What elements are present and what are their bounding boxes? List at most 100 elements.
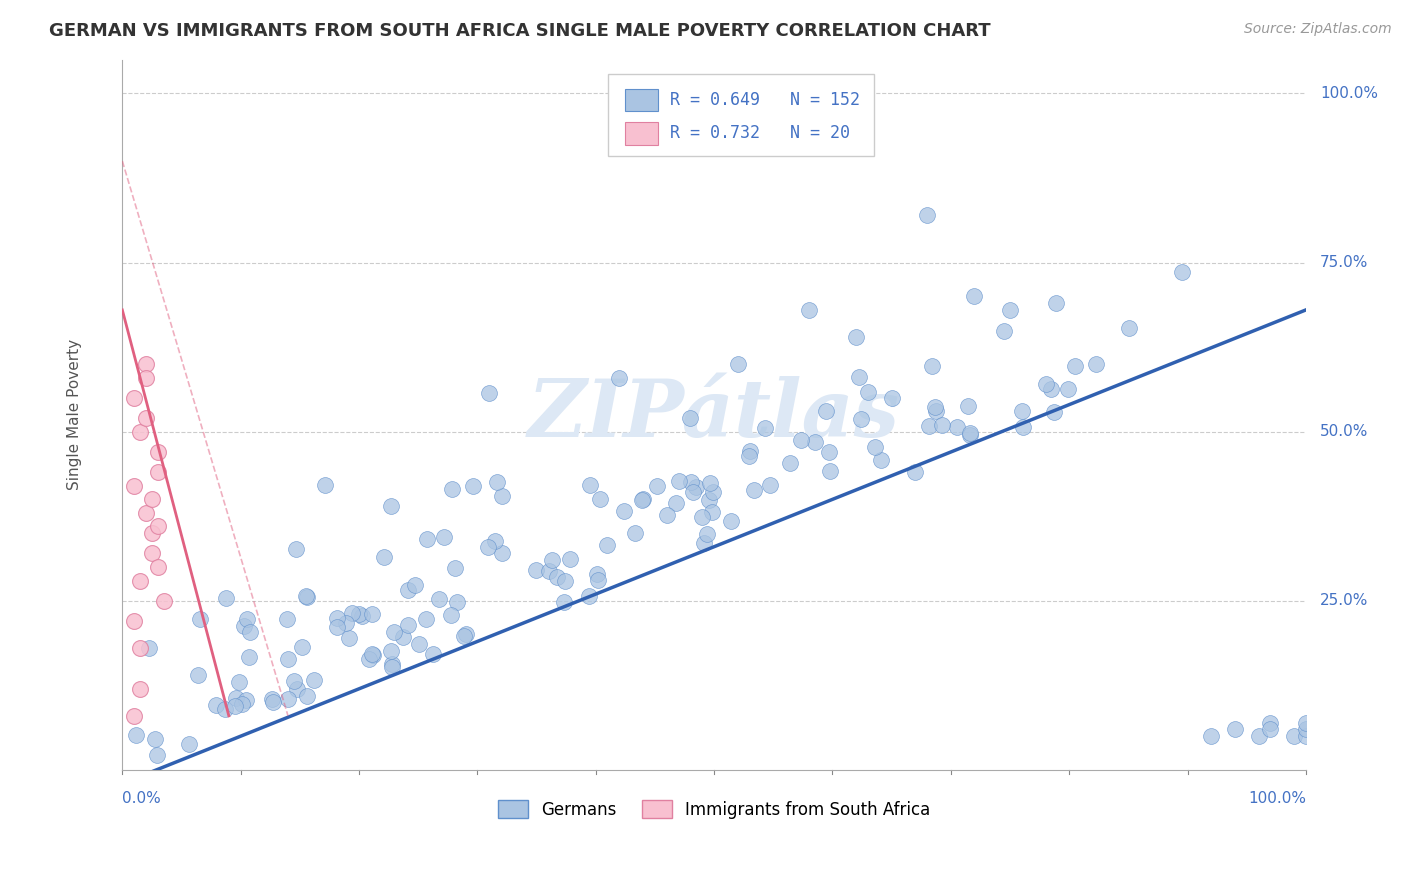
- Point: [665, 496, 688, 510]
- Point: [904, 465, 927, 479]
- Text: 50.0%: 50.0%: [1320, 425, 1368, 439]
- Point: [553, 594, 575, 608]
- Point: [915, 208, 938, 222]
- Point: [612, 503, 634, 517]
- Point: [702, 506, 724, 520]
- Point: [381, 657, 404, 671]
- Point: [478, 386, 501, 401]
- Point: [427, 591, 450, 606]
- Point: [963, 289, 986, 303]
- Point: [135, 506, 157, 520]
- Point: [396, 582, 419, 597]
- Point: [1282, 729, 1305, 743]
- Point: [998, 302, 1021, 317]
- Point: [1295, 715, 1317, 730]
- Point: [141, 492, 163, 507]
- Point: [624, 526, 647, 541]
- Point: [1260, 715, 1282, 730]
- Point: [291, 640, 314, 654]
- Point: [231, 697, 253, 711]
- Point: [228, 674, 250, 689]
- Point: [260, 692, 283, 706]
- Point: [433, 530, 456, 544]
- Point: [645, 479, 668, 493]
- Point: [720, 514, 742, 528]
- Point: [1011, 419, 1033, 434]
- Point: [262, 695, 284, 709]
- Point: [446, 595, 468, 609]
- Point: [804, 434, 827, 449]
- Point: [276, 612, 298, 626]
- Point: [360, 648, 382, 662]
- Point: [152, 594, 174, 608]
- Point: [214, 702, 236, 716]
- Point: [360, 607, 382, 621]
- Point: [129, 641, 152, 656]
- Point: [697, 492, 720, 507]
- Point: [1118, 321, 1140, 335]
- Point: [415, 612, 437, 626]
- Point: [146, 465, 169, 479]
- Point: [848, 369, 870, 384]
- Point: [738, 449, 761, 463]
- FancyBboxPatch shape: [607, 74, 875, 155]
- Point: [921, 359, 943, 373]
- Point: [1295, 723, 1317, 737]
- Point: [239, 625, 262, 640]
- Point: [596, 538, 619, 552]
- Point: [1171, 265, 1194, 279]
- Point: [380, 659, 402, 673]
- Point: [285, 542, 308, 557]
- Point: [918, 418, 941, 433]
- Point: [679, 411, 702, 425]
- Point: [122, 709, 145, 723]
- Point: [361, 648, 384, 662]
- Point: [738, 444, 761, 458]
- Point: [347, 607, 370, 621]
- Point: [122, 391, 145, 405]
- Point: [759, 478, 782, 492]
- Point: [727, 357, 749, 371]
- Point: [440, 608, 463, 623]
- Point: [742, 483, 765, 497]
- Text: Single Male Poverty: Single Male Poverty: [67, 339, 83, 491]
- Point: [946, 419, 969, 434]
- Point: [295, 590, 318, 604]
- Point: [285, 681, 308, 696]
- Point: [814, 404, 837, 418]
- Point: [797, 302, 820, 317]
- Text: 75.0%: 75.0%: [1320, 255, 1368, 270]
- Point: [135, 357, 157, 371]
- Point: [696, 526, 718, 541]
- Point: [959, 428, 981, 442]
- Point: [1043, 405, 1066, 419]
- Point: [554, 574, 576, 588]
- Point: [122, 479, 145, 493]
- Point: [699, 476, 721, 491]
- Point: [1011, 404, 1033, 418]
- Point: [408, 637, 430, 651]
- Point: [1260, 723, 1282, 737]
- Point: [224, 699, 246, 714]
- Point: [380, 644, 402, 658]
- Point: [225, 691, 247, 706]
- Point: [685, 481, 707, 495]
- Point: [145, 747, 167, 762]
- Point: [589, 491, 612, 506]
- Point: [340, 606, 363, 620]
- Point: [655, 508, 678, 522]
- Text: 0.0%: 0.0%: [122, 791, 162, 806]
- Point: [146, 519, 169, 533]
- Text: 100.0%: 100.0%: [1320, 86, 1378, 101]
- Text: R = 0.649   N = 152: R = 0.649 N = 152: [671, 91, 860, 109]
- Text: ZIPátlas: ZIPátlas: [529, 376, 900, 453]
- Point: [693, 535, 716, 549]
- Point: [1045, 295, 1067, 310]
- FancyBboxPatch shape: [626, 88, 658, 112]
- Point: [129, 574, 152, 588]
- Point: [314, 477, 336, 491]
- Point: [631, 491, 654, 506]
- Point: [869, 453, 891, 467]
- Point: [1223, 723, 1246, 737]
- Point: [1040, 382, 1063, 396]
